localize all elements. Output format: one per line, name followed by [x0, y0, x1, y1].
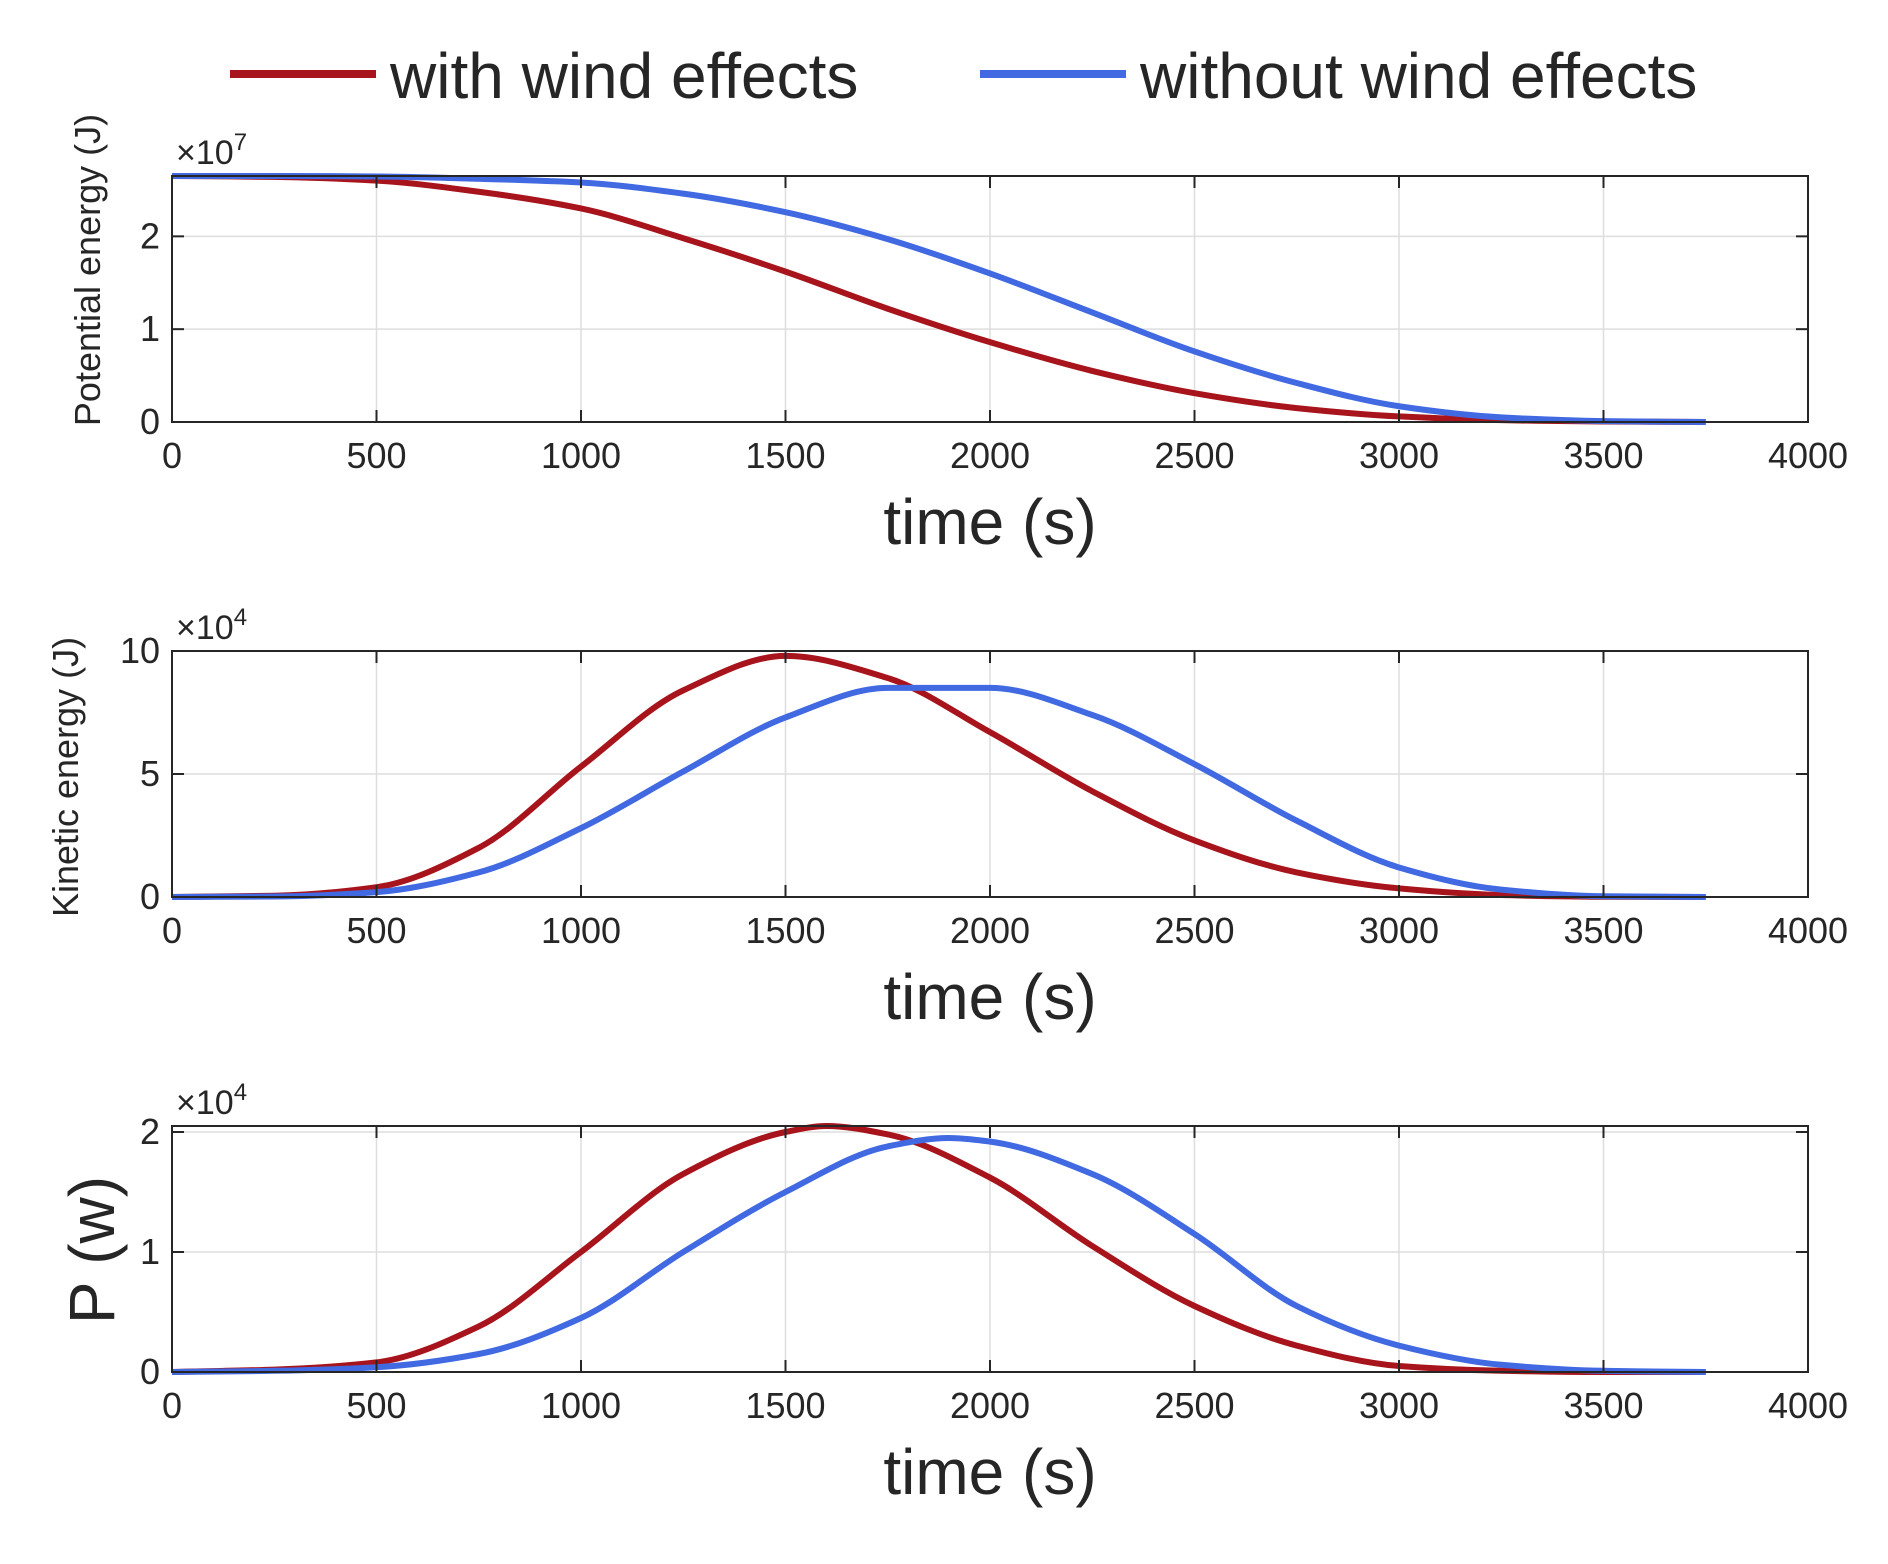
x-tick-label: 3000 — [1359, 910, 1439, 951]
x-tick-label: 1500 — [745, 1385, 825, 1426]
y-tick-label: 1 — [140, 1231, 160, 1272]
x-axis-label: time (s) — [883, 1436, 1096, 1508]
x-tick-label: 1000 — [541, 435, 621, 476]
x-tick-label: 0 — [162, 1385, 182, 1426]
x-tick-label: 1000 — [541, 910, 621, 951]
x-tick-label: 3500 — [1563, 1385, 1643, 1426]
x-tick-label: 1500 — [745, 435, 825, 476]
y-axis-label: Potential energy (J) — [67, 114, 108, 426]
y-tick-label: 0 — [140, 1351, 160, 1392]
x-tick-label: 0 — [162, 910, 182, 951]
x-tick-label: 2000 — [950, 1385, 1030, 1426]
legend: with wind effects without wind effects — [230, 40, 1697, 112]
y-tick-label: 0 — [140, 876, 160, 917]
x-tick-label: 1500 — [745, 910, 825, 951]
y-tick-label: 0 — [140, 401, 160, 442]
legend-label-without-wind: without wind effects — [1139, 40, 1697, 112]
series-line-without-wind — [171, 172, 1706, 425]
series-line-with-wind — [171, 173, 1706, 425]
x-tick-label: 2000 — [950, 435, 1030, 476]
x-tick-label: 4000 — [1768, 1385, 1848, 1426]
legend-label-with-wind: with wind effects — [389, 40, 858, 112]
x-tick-label: 500 — [346, 1385, 406, 1426]
y-exponent-label: ×104 — [176, 1079, 247, 1122]
x-tick-label: 500 — [346, 910, 406, 951]
x-tick-label: 3000 — [1359, 1385, 1439, 1426]
x-tick-label: 4000 — [1768, 435, 1848, 476]
x-tick-label: 0 — [162, 435, 182, 476]
x-tick-label: 3500 — [1563, 435, 1643, 476]
y-tick-label: 10 — [120, 630, 160, 671]
panel-2: 0 500 1000 1500 2000 2500 3000 3500 4000 0 5 10 ×104… — [45, 604, 1848, 1033]
x-tick-label: 2500 — [1154, 435, 1234, 476]
y-tick-label: 5 — [140, 753, 160, 794]
y-tick-label: 2 — [140, 1111, 160, 1152]
x-tick-label: 1000 — [541, 1385, 621, 1426]
x-tick-label: 2000 — [950, 910, 1030, 951]
x-axis-label: time (s) — [883, 486, 1096, 558]
series-line-with-wind — [171, 1123, 1706, 1375]
series-line-without-wind — [171, 1135, 1706, 1375]
y-exponent-label: ×104 — [176, 604, 247, 647]
panel-1: 0 500 1000 1500 2000 2500 3000 3500 4000 0 1 2 ×107 t… — [67, 114, 1848, 558]
x-tick-label: 2500 — [1154, 910, 1234, 951]
panel-3: 0 500 1000 1500 2000 2500 3000 3500 4000 0 1 2 ×104 t… — [56, 1079, 1848, 1508]
series-line-with-wind — [171, 652, 1706, 900]
panels: 0 500 1000 1500 2000 2500 3000 3500 4000012×107t… — [45, 114, 1848, 1508]
y-tick-label: 2 — [140, 215, 160, 256]
series-line-without-wind — [171, 684, 1706, 900]
x-tick-label: 3000 — [1359, 435, 1439, 476]
x-tick-label: 500 — [346, 435, 406, 476]
y-axis-label: Kinetic energy (J) — [45, 637, 86, 917]
x-axis-label: time (s) — [883, 961, 1096, 1033]
x-tick-label: 2500 — [1154, 1385, 1234, 1426]
y-axis-label: P (w) — [56, 1176, 128, 1324]
y-exponent-label: ×107 — [176, 129, 247, 172]
x-tick-label: 3500 — [1563, 910, 1643, 951]
y-tick-label: 1 — [140, 308, 160, 349]
x-tick-label: 4000 — [1768, 910, 1848, 951]
